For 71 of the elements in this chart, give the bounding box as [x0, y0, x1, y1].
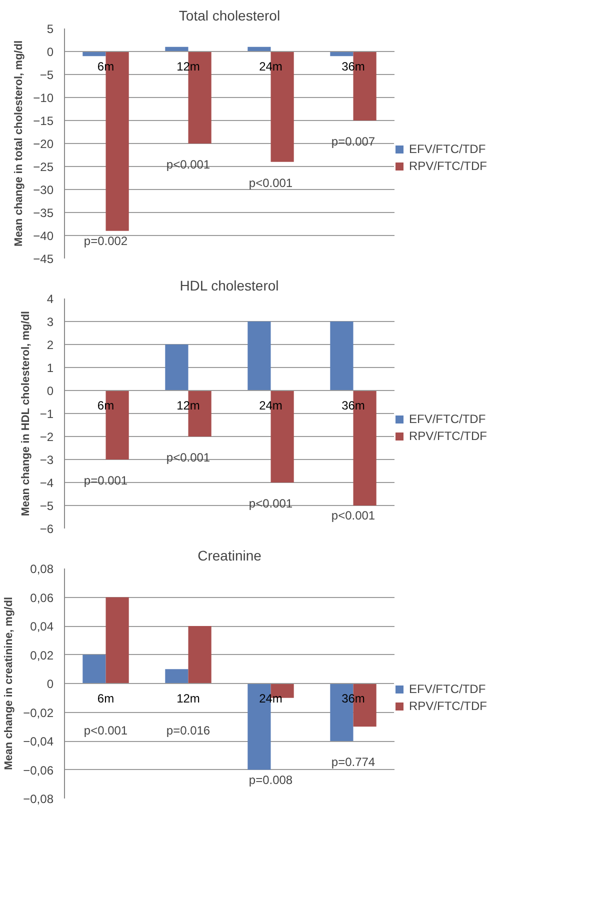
y-tick-label: −6: [40, 522, 54, 536]
annotation: p=0.016: [166, 724, 210, 738]
y-tick-label: −35: [33, 206, 54, 220]
y-tick-label: 2: [46, 338, 54, 352]
bar: [188, 626, 212, 684]
legend-label: EFV/FTC/TDF: [409, 142, 486, 156]
y-tick-label: −0,04: [23, 734, 54, 748]
y-tick-label: 0: [46, 384, 54, 398]
y-tick-label: −5: [40, 68, 54, 82]
annotation: p=0.008: [248, 772, 293, 787]
y-tick-label: 0,08: [30, 562, 54, 576]
annotation: p<0.001: [248, 496, 293, 510]
y-tick-label: 3: [46, 315, 54, 329]
bar: [106, 597, 129, 684]
annotation: p=0.002: [84, 234, 128, 248]
y-tick-label: −0,08: [23, 792, 54, 806]
chart-title: Creatinine: [198, 548, 262, 564]
y-tick-label: −15: [33, 114, 54, 128]
y-tick-label: 4: [46, 292, 54, 306]
y-tick-label: −20: [33, 137, 54, 151]
x-tick-label: 36m: [342, 692, 365, 706]
y-tick-label: 1: [46, 361, 54, 375]
x-tick-label: 24m: [259, 398, 282, 412]
y-tick-label: 0,04: [30, 620, 54, 634]
y-tick-label: 0,06: [30, 590, 54, 605]
x-tick-label: 6m: [97, 398, 114, 412]
x-tick-label: 6m: [97, 692, 114, 706]
annotation: p=0.001: [84, 474, 128, 488]
y-axis-title: Mean change in total cholesterol, mg/dl: [13, 40, 26, 246]
annotation: p<0.001: [166, 158, 210, 172]
y-tick-label: −10: [33, 91, 54, 105]
x-tick-label: 24m: [259, 60, 282, 74]
legend-label: RPV/FTC/TDF: [409, 159, 487, 173]
bar: [330, 322, 354, 390]
legend-label: EFV/FTC/TDF: [409, 412, 486, 426]
legend-label: EFV/FTC/TDF: [409, 682, 486, 696]
chart-title: Total cholesterol: [178, 8, 280, 24]
y-tick-label: 0: [46, 677, 54, 691]
legend-label: RPV/FTC/TDF: [409, 429, 487, 443]
bar: [165, 344, 188, 390]
x-tick-label: 6m: [97, 60, 114, 74]
y-tick-label: −3: [40, 453, 54, 467]
x-tick-label: 36m: [342, 398, 365, 412]
y-tick-label: −4: [40, 476, 54, 490]
y-tick-label: −2: [40, 430, 54, 444]
chart-title: HDL cholesterol: [180, 278, 279, 294]
bar: [165, 669, 188, 684]
annotation: p<0.001: [248, 176, 293, 190]
legend-label: RPV/FTC/TDF: [409, 699, 487, 713]
annotation: p<0.001: [84, 724, 128, 738]
y-tick-label: −1: [40, 407, 54, 421]
y-tick-label: 0: [46, 45, 54, 59]
annotation: p<0.001: [166, 450, 210, 464]
annotation: p=0.007: [331, 134, 376, 148]
y-tick-label: −45: [33, 252, 54, 266]
y-tick-label: −0,06: [23, 763, 54, 778]
y-tick-label: −0,02: [23, 706, 54, 720]
y-tick-label: 5: [46, 22, 54, 36]
y-tick-label: −5: [40, 499, 54, 513]
y-tick-label: −25: [33, 160, 54, 174]
y-tick-label: 0,02: [30, 648, 54, 662]
bar: [248, 322, 271, 390]
x-tick-label: 12m: [176, 692, 200, 706]
annotation: p<0.001: [331, 508, 376, 522]
x-tick-label: 36m: [342, 60, 365, 74]
y-tick-label: −40: [33, 229, 54, 243]
y-tick-label: −30: [33, 183, 54, 197]
y-axis-title: Mean change in creatinine, mg/dl: [3, 597, 16, 770]
annotation: p=0.774: [331, 755, 376, 769]
bar: [82, 654, 106, 684]
y-axis-title: Mean change in HDL cholesterol, mg/dl: [20, 311, 32, 516]
